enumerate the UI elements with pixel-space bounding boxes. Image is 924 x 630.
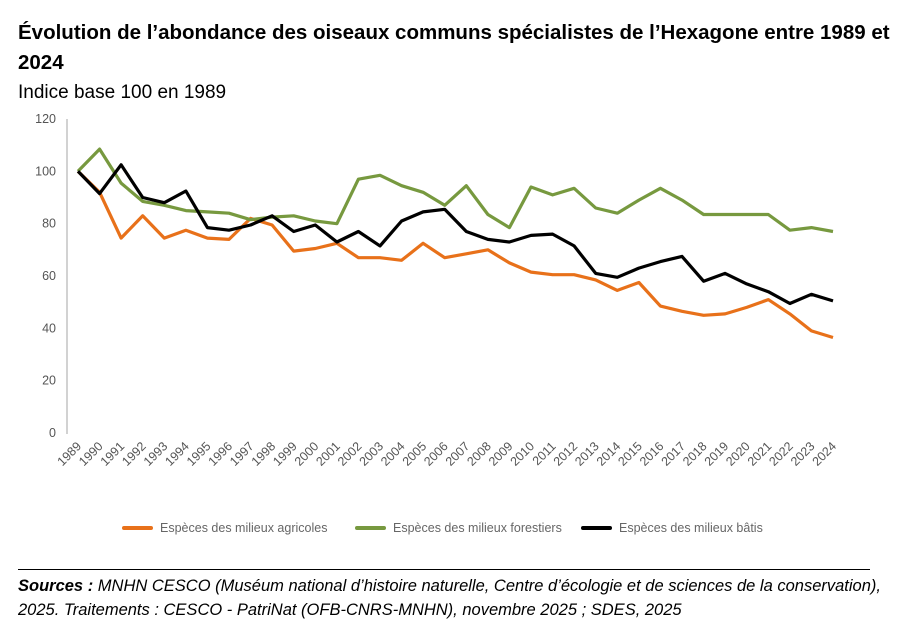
series-line-0 — [76, 170, 834, 340]
source-note: Sources : MNHN CESCO (Muséum national d’… — [18, 574, 898, 622]
footer-divider — [18, 569, 870, 570]
legend-label: Espèces des milieux forestiers — [393, 521, 562, 535]
y-tick-label: 100 — [35, 164, 56, 178]
series-line-1 — [76, 147, 834, 234]
y-tick-label: 120 — [35, 112, 56, 126]
source-label: Sources : — [18, 577, 94, 595]
y-tick-label: 60 — [42, 269, 56, 283]
y-tick-label: 40 — [42, 321, 56, 335]
legend-label: Espèces des milieux bâtis — [619, 521, 763, 535]
y-tick-label: 0 — [49, 426, 56, 440]
series-line-2 — [76, 163, 834, 306]
chart-title: Évolution de l’abondance des oiseaux com… — [18, 21, 890, 74]
x-tick-label: 2024 — [810, 439, 840, 469]
chart-subtitle: Indice base 100 en 1989 — [18, 82, 227, 103]
legend-label: Espèces des milieux agricoles — [160, 521, 327, 535]
source-text: MNHN CESCO (Muséum national d’histoire n… — [18, 577, 881, 619]
y-tick-label: 20 — [42, 374, 56, 388]
y-tick-label: 80 — [42, 217, 56, 231]
